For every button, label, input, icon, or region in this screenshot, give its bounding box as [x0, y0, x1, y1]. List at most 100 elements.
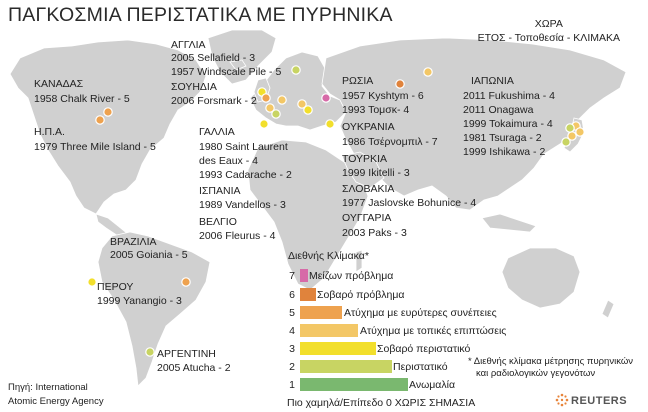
country-name-slovakia: ΣΛΟΒΑΚΙΑ [342, 183, 395, 195]
country-name-brazil: ΒΡΑΖΙΛΙΑ [110, 236, 157, 248]
marker-cadarache [271, 109, 281, 119]
marker-three-mile-island [95, 115, 105, 125]
scale-bar-4 [300, 324, 358, 337]
event-tsuraga: 1981 Tsuraga - 2 [463, 132, 542, 144]
page-title: ΠΑΓΚΟΣΜΙΑ ΠΕΡΙΣΤΑΤΙΚΑ ΜΕ ΠΥΡΗΝΙΚΑ [8, 4, 393, 26]
arabia-landmass [341, 151, 385, 189]
scale-label-4: Ατύχημα με τοπικές επιπτώσεις [360, 325, 507, 337]
event-three-mile-island: 1979 Three Mile Island - 5 [34, 141, 156, 153]
event-kyshtym: 1957 Kyshtym - 6 [342, 90, 424, 102]
country-name-belgium: ΒΕΛΓΙΟ [199, 216, 237, 228]
scale-label-6: Σοβαρό πρόβλημα [317, 289, 405, 301]
country-name-spain: ΙΣΠΑΝΙΑ [199, 185, 241, 197]
marker-vandellos [259, 119, 269, 129]
reuters-logo-icon [555, 393, 569, 407]
marker-forsmark [291, 65, 301, 75]
scale-note-line1: * Διεθνής κλίμακα μέτρησης πυρηνικών [468, 356, 633, 367]
scale-label-1: Ανωμαλία [409, 379, 456, 391]
event-paks: 2003 Paks - 3 [342, 227, 407, 239]
event-chalk-river: 1958 Chalk River - 5 [34, 93, 130, 105]
africa-landmass [247, 139, 369, 291]
scale-bar-6 [300, 288, 316, 301]
marker-tsuraga [561, 137, 571, 147]
event-bohunice: 1977 Jaslovske Bohunice - 4 [342, 197, 477, 209]
marker-windscale [261, 93, 271, 103]
marker-chalk-river [103, 107, 113, 117]
north-america-landmass [9, 39, 207, 215]
event-ikitelli: 1999 Ikitelli - 3 [342, 167, 410, 179]
key-line-country: ΧΩΡΑ [534, 18, 563, 30]
event-fleurus: 2006 Fleurus - 4 [199, 230, 276, 242]
event-onagawa: 2011 Onagawa [463, 104, 534, 116]
scale-level-4: 4 [289, 325, 295, 337]
event-windscale: 1957 Windscale Pile - 5 [171, 66, 282, 78]
scale-bar-3 [300, 342, 376, 355]
scale-label-7: Μείζων πρόβλημα [309, 270, 394, 282]
scale-level-5: 5 [289, 307, 295, 319]
south-america-landmass [97, 231, 211, 387]
scale-level-1: 1 [289, 379, 295, 391]
event-fukushima: 2011 Fukushima - 4 [463, 90, 556, 102]
event-sellafield: 2005 Sellafield - 3 [171, 52, 256, 64]
country-name-argentina: ΑΡΓΕΝΤΙΝΗ [157, 348, 216, 360]
marker-atucha [145, 347, 155, 357]
country-name-peru: ΠΕΡΟΥ [97, 281, 134, 293]
event-goiania: 2005 Goiania - 5 [110, 249, 188, 261]
marker-saint-laurent [265, 103, 275, 113]
country-name-france: ΓΑΛΛΙΑ [199, 126, 235, 138]
event-yanangio: 1999 Yanangio - 3 [97, 295, 182, 307]
australia-landmass [501, 247, 581, 309]
scale-heading: Διεθνής Κλίμακα* [288, 250, 369, 262]
scale-label-2: Περιστατικό [393, 361, 448, 373]
marker-kyshtym [395, 79, 405, 89]
event-chernobyl: 1986 Τσέρνομπιλ - 7 [342, 136, 438, 148]
marker-yanangio [87, 277, 97, 287]
country-name-ukraine: ΟΥΚΡΑΝΙΑ [342, 121, 395, 133]
scale-level-6: 6 [289, 289, 295, 301]
marker-onagawa [575, 127, 585, 137]
event-cadarache: 1993 Cadarache - 2 [199, 169, 292, 181]
source-line1: Πηγή: International [8, 382, 88, 393]
event-forsmark: 2006 Forsmark - 2 [171, 95, 257, 107]
scale-level-7: 7 [289, 270, 295, 282]
scale-note-line2: και ραδιολογικών γεγονότων [476, 368, 596, 379]
country-name-hungary: ΟΥΓΓΑΡΙΑ [342, 212, 392, 224]
country-name-sweden: ΣΟΥΗΔΙΑ [171, 81, 217, 93]
marker-ishikawa [565, 123, 575, 133]
scale-bar-1 [300, 378, 408, 391]
brand-wordmark: REUTERS [571, 395, 628, 407]
scale-label-3: Σοβαρό περιστατικό [377, 343, 471, 355]
marker-bohunice [297, 99, 307, 109]
marker-fleurus [277, 95, 287, 105]
country-name-uk: ΑΓΓΛΙΑ [171, 39, 206, 51]
country-name-russia: ΡΩΣΙΑ [342, 75, 374, 87]
marker-tomsk [423, 67, 433, 77]
event-atucha: 2005 Atucha - 2 [157, 362, 231, 374]
label-key: ΧΩΡΑ ΕΤΟΣ - Τοποθεσία - ΚΛΙΜΑΚΑ [478, 17, 620, 45]
marker-goiania [181, 277, 191, 287]
scale-level-2: 2 [289, 361, 295, 373]
event-ishikawa: 1999 Ishikawa - 2 [463, 146, 546, 158]
indonesia-landmass [481, 213, 537, 233]
country-name-japan: ΙΑΠΩΝΙΑ [471, 75, 514, 87]
greenland-landmass [207, 29, 277, 85]
event-vandellos: 1989 Vandellos - 3 [199, 199, 286, 211]
event-saint-laurent: 1980 Saint Laurent [199, 141, 288, 153]
new-zealand-landmass [601, 299, 615, 319]
scale-label-5: Ατύχημα με ευρύτερες συνέπειες [344, 307, 497, 319]
scale-bar-5 [300, 306, 342, 319]
country-name-usa: Η.Π.Α. [34, 126, 65, 138]
event-saint-laurent-cont: des Eaux - 4 [199, 155, 258, 167]
event-tokaimura: 1999 Tokaimura - 4 [463, 118, 553, 130]
country-name-turkey: ΤΟΥΡΚΙΑ [342, 153, 387, 165]
madagascar-landmass [355, 249, 363, 273]
event-tomsk: 1993 Τομσκ- 4 [342, 104, 410, 116]
scale-level-3: 3 [289, 343, 295, 355]
key-line-format: ΕΤΟΣ - Τοποθεσία - ΚΛΙΜΑΚΑ [477, 32, 620, 44]
scale-bar-2 [300, 360, 392, 373]
iceland-landmass [229, 59, 247, 71]
marker-paks [303, 105, 313, 115]
marker-chernobyl [321, 93, 331, 103]
